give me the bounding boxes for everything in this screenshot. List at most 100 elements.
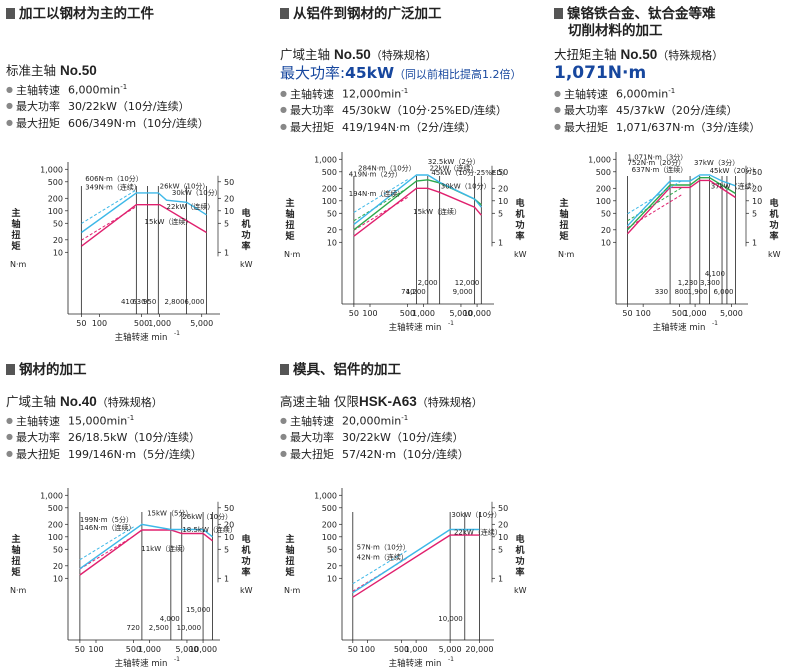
x-tick-label: 50 — [349, 309, 359, 318]
y-left-unit: N·m — [10, 586, 27, 595]
spindle-name: 广域主轴 No.40（特殊规格） — [6, 394, 163, 409]
max-power-highlight: 最大功率:45kW（同以前相比提高1.2倍） — [280, 64, 522, 82]
y-right-tick-label: 5 — [752, 209, 757, 218]
speed-ref-label: 4,000 — [160, 615, 180, 623]
y-tick-label: 50 — [53, 219, 63, 228]
x-tick-label: 100 — [360, 645, 375, 654]
y-right-label-char: 率 — [515, 566, 524, 578]
y-tick-label: 1,000 — [314, 491, 337, 500]
x-tick-label: 20,000 — [465, 645, 493, 654]
spec-torque: ● 最大扭矩 199/146N·m（5分/连续） — [6, 447, 202, 461]
y-left-unit: N·m — [284, 586, 301, 595]
x-tick-label: 500 — [126, 645, 141, 654]
y-left-label-char: 矩 — [10, 566, 20, 578]
x-axis-label: 主轴转速 min — [115, 332, 168, 343]
y-tick-label: 20 — [601, 226, 611, 235]
y-right-tick-label: 50 — [498, 168, 508, 177]
series-dashed-line — [627, 193, 683, 229]
speed-ref-label: 720 — [127, 624, 140, 632]
y-right-label-char: 电 — [241, 533, 250, 545]
speed-ref-label: 630 — [132, 298, 145, 306]
y-tick-label: 500 — [596, 168, 611, 177]
annotation-label: 22kW（连续） — [430, 163, 478, 172]
y-right-tick-label: 20 — [498, 520, 508, 529]
y-tick-label: 200 — [322, 520, 337, 529]
y-right-tick-label: 50 — [224, 178, 234, 187]
y-right-label-char: 功 — [515, 555, 524, 567]
y-tick-label: 100 — [322, 197, 337, 206]
x-tick-label: 100 — [636, 309, 651, 318]
y-right-tick-label: 20 — [498, 184, 508, 193]
y-tick-label: 100 — [322, 533, 337, 542]
square-bullet-icon — [280, 364, 289, 375]
y-right-tick-label: 20 — [752, 184, 762, 193]
y-left-label-char: 主 — [11, 533, 20, 545]
y-right-tick-label: 50 — [498, 504, 508, 513]
y-right-tick-label: 5 — [498, 209, 503, 218]
y-right-label-char: 率 — [241, 566, 250, 578]
annotation-label: 11kW（连续） — [141, 544, 189, 553]
annotation-label: 199N·m（5分） — [80, 515, 133, 524]
series-dashed-line — [81, 206, 137, 241]
speed-ref-label: 15,000 — [186, 606, 211, 614]
speed-ref-label: 1,230 — [678, 279, 698, 287]
annotation-label: 146N·m（连续） — [80, 523, 136, 532]
y-tick-label: 20 — [327, 562, 337, 571]
annotation-label: 194N·m（连续） — [349, 189, 405, 198]
y-left-label-char: 主 — [559, 197, 568, 209]
x-tick-label: 50 — [75, 645, 85, 654]
annotation-label: 15kW（5分） — [147, 508, 192, 517]
x-tick-label: 1,000 — [138, 645, 161, 654]
speed-ref-label: 1,200 — [406, 288, 426, 296]
y-right-label-char: 功 — [769, 219, 778, 231]
y-right-unit: kW — [514, 250, 527, 259]
annotation-label: 30kW（10分） — [172, 188, 222, 197]
x-axis-label-sup: -1 — [448, 320, 454, 327]
y-left-label-char: 主 — [285, 197, 294, 209]
y-left-label-char: 轴 — [11, 218, 20, 230]
y-right-tick-label: 10 — [224, 533, 234, 542]
series-dashed-line — [353, 178, 410, 213]
x-tick-label: 1,000 — [405, 645, 428, 654]
y-right-label-char: 机 — [769, 208, 778, 220]
annotation-label: 57N·m（10分） — [357, 542, 410, 551]
panel-4: 钢材的加工 广域主轴 No.40（特殊规格） ● 主轴转速 15,000min-1 … — [6, 362, 268, 669]
y-right-tick-label: 5 — [224, 219, 229, 228]
spec-speed: ● 主轴转速 6,000min-1 — [554, 87, 676, 101]
series-dashed-line — [627, 186, 683, 222]
series-dashed-line — [81, 189, 137, 224]
y-left-label-char: 主 — [11, 207, 20, 219]
y-tick-label: 1,000 — [40, 491, 63, 500]
spec-torque: ● 最大扭矩 419/194N·m（2分/连续） — [280, 120, 476, 134]
y-tick-label: 10 — [53, 248, 63, 257]
y-right-tick-label: 5 — [224, 545, 229, 554]
y-right-tick-label: 10 — [224, 207, 234, 216]
series-dashed-line — [352, 549, 409, 585]
y-right-unit: kW — [514, 586, 527, 595]
speed-ref-label: 2,500 — [149, 624, 169, 632]
y-right-label-char: 机 — [515, 544, 524, 556]
y-right-tick-label: 10 — [498, 533, 508, 542]
y-right-tick-label: 1 — [498, 574, 503, 583]
y-right-tick-label: 20 — [224, 520, 234, 529]
y-right-label-char: 电 — [515, 533, 524, 545]
square-bullet-icon — [554, 8, 563, 19]
section-title: 钢材的加工 — [6, 362, 268, 379]
panel-3: 镍铬铁合金、钛合金等难 切削材料的加工 大扭矩主轴 No.50（特殊规格） 1,… — [554, 6, 786, 333]
annotation-label: 284N·m（10分） — [358, 163, 416, 172]
spec-speed: ● 主轴转速 20,000min-1 — [280, 414, 409, 428]
y-right-label-char: 机 — [241, 218, 250, 230]
y-right-tick-label: 1 — [224, 248, 229, 257]
y-right-label-char: 率 — [515, 230, 524, 242]
x-tick-label: 10,000 — [463, 309, 491, 318]
y-right-label-char: 功 — [241, 555, 250, 567]
series-dashed-line — [353, 186, 410, 222]
y-right-tick-label: 1 — [752, 238, 757, 247]
series-line — [80, 204, 207, 247]
max-torque-highlight: 1,071N·m — [554, 63, 647, 83]
annotation-label: 26kW（10分） — [182, 512, 232, 521]
y-tick-label: 1,000 — [314, 155, 337, 164]
y-tick-label: 100 — [48, 207, 63, 216]
x-tick-label: 500 — [394, 645, 409, 654]
annotation-label: 22kW（连续） — [167, 202, 215, 211]
